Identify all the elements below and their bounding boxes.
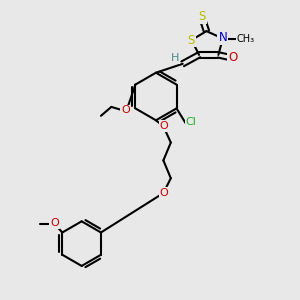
Text: S: S [187, 34, 195, 46]
Text: O: O [50, 218, 59, 228]
Text: H: H [171, 53, 179, 63]
Text: O: O [228, 51, 237, 64]
Text: Cl: Cl [186, 117, 196, 127]
Text: S: S [198, 10, 206, 23]
Text: O: O [121, 106, 130, 116]
Text: N: N [218, 32, 227, 44]
Text: O: O [160, 121, 168, 131]
Text: O: O [160, 188, 168, 198]
Text: CH₃: CH₃ [237, 34, 255, 44]
